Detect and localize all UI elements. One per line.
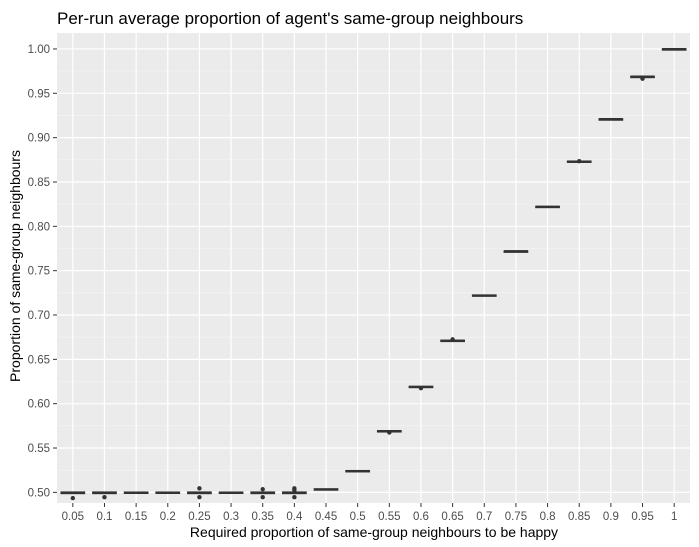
outlier-point	[418, 385, 424, 391]
y-tick-label: 0.60	[28, 399, 50, 411]
box-0.5	[345, 469, 371, 473]
x-tick-label: 0.65	[441, 511, 463, 523]
chart-title: Per-run average proportion of agent's sa…	[57, 9, 523, 28]
x-axis-title: Required proportion of same-group neighb…	[190, 524, 558, 540]
y-tick-label: 0.75	[28, 266, 50, 278]
outlier-point	[260, 487, 265, 492]
box-0.85	[566, 158, 592, 164]
x-tick-label: 0.95	[631, 511, 653, 523]
outlier-point	[292, 495, 297, 500]
y-tick-label: 0.70	[28, 310, 50, 322]
outlier-point	[70, 495, 76, 501]
minor-gridlines	[57, 70, 690, 471]
outlier-point	[640, 76, 645, 81]
x-tick-label: 0.15	[125, 511, 147, 523]
x-tick-label: 0.7	[476, 511, 492, 523]
box-0.45	[313, 488, 339, 491]
x-tick-label: 0.4	[286, 511, 303, 523]
box-0.9	[598, 118, 624, 121]
box-0.25	[187, 486, 212, 500]
outlier-point	[292, 487, 297, 493]
x-tick-label: 0.6	[413, 511, 429, 523]
box-0.15	[123, 491, 149, 495]
y-tick-label: 0.50	[28, 487, 50, 499]
y-tick-label: 0.55	[28, 443, 50, 455]
box-0.4	[282, 486, 307, 500]
box-0.2	[155, 491, 181, 495]
box-0.75	[503, 250, 529, 253]
y-tick-label: 0.85	[28, 177, 50, 189]
outlier-point	[197, 486, 202, 491]
box-0.95	[630, 75, 655, 81]
x-tick-label: 0.25	[188, 511, 210, 523]
outlier-point	[102, 495, 107, 500]
box-1	[661, 47, 687, 51]
x-tick-label: 1	[671, 511, 677, 523]
x-tick-label: 0.2	[160, 511, 176, 523]
x-tick-label: 0.5	[350, 511, 366, 523]
box-0.05	[60, 491, 86, 501]
x-tick-label: 0.3	[223, 511, 239, 523]
x-tick-label: 0.55	[378, 511, 400, 523]
x-tick-label: 0.75	[505, 511, 527, 523]
box-0.35	[250, 487, 276, 500]
y-tick-label: 0.80	[28, 221, 50, 233]
y-tick-label: 0.65	[28, 354, 50, 366]
box-0.65	[440, 337, 465, 343]
outlier-point	[450, 337, 455, 342]
box-group	[60, 47, 687, 501]
box-0.1	[92, 491, 117, 500]
y-tick-label: 1.00	[28, 44, 50, 56]
box-0.8	[535, 205, 560, 209]
y-axis-title: Proportion of same-group neighbours	[7, 150, 23, 382]
x-tick-label: 0.85	[568, 511, 590, 523]
x-tick-label: 0.35	[252, 511, 274, 523]
y-axis-ticks: 0.50 0.55 0.60 0.65 0.70 0.75 0.80 0.85 0.90 0.95…	[28, 44, 57, 499]
box-0.55	[376, 430, 402, 435]
x-tick-label: 0.1	[96, 511, 112, 523]
x-tick-label: 0.45	[315, 511, 337, 523]
y-tick-label: 0.95	[28, 88, 50, 100]
x-axis-ticks: 0.05 0.1 0.15 0.2 0.25 0.3 0.35 0.4 0.45 0.5 0.55 0…	[62, 503, 677, 523]
x-tick-label: 0.05	[62, 511, 84, 523]
box-0.7	[471, 294, 497, 297]
x-tick-label: 0.9	[603, 511, 619, 523]
y-tick-label: 0.90	[28, 133, 50, 145]
outlier-point	[197, 495, 202, 500]
box-0.6	[408, 385, 434, 391]
outlier-point	[387, 430, 392, 435]
x-tick-label: 0.8	[540, 511, 556, 523]
major-gridlines	[57, 33, 690, 503]
plot-panel	[57, 33, 690, 503]
outlier-point	[577, 158, 582, 164]
outlier-point	[260, 495, 265, 500]
box-0.3	[218, 491, 244, 495]
